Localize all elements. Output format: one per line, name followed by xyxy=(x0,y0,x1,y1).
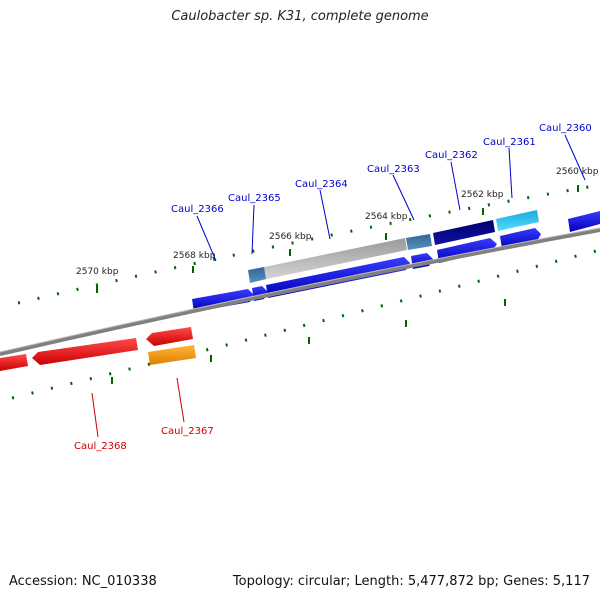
category-steel-bar-left xyxy=(248,267,266,283)
category-gray-bar xyxy=(250,238,407,282)
genome-backbone xyxy=(0,228,600,356)
label-leaders-reverse xyxy=(91,377,185,438)
scale-label-2564: 2564 kbp xyxy=(365,212,408,222)
topology-label: Topology: circular; Length: 5,477,872 bp… xyxy=(232,574,590,589)
gene-label-caul-2363[interactable]: Caul_2363 xyxy=(367,164,420,175)
gene-label-caul-2362[interactable]: Caul_2362 xyxy=(425,150,478,161)
gene-label-caul-2360[interactable]: Caul_2360 xyxy=(539,123,592,134)
genome-backbone-highlight xyxy=(0,227,600,353)
outer-major-ticks xyxy=(96,185,579,293)
accession-label: Accession: NC_010338 xyxy=(9,574,157,589)
category-navy-bar xyxy=(433,220,495,245)
inner-tick-ring xyxy=(11,248,600,400)
inner-major-ticks xyxy=(111,299,506,384)
scale-label-2568: 2568 kbp xyxy=(173,251,216,261)
gene-arrow-caul-2368-tail[interactable] xyxy=(0,354,28,371)
scale-label-2566: 2566 kbp xyxy=(269,232,312,242)
gene-arrow-caul-2368[interactable] xyxy=(32,338,138,365)
gene-arrow-caul-2367-red[interactable] xyxy=(146,327,193,346)
scale-label-2570: 2570 kbp xyxy=(76,267,119,277)
gene-label-caul-2366[interactable]: Caul_2366 xyxy=(171,204,224,215)
label-leaders-forward xyxy=(196,134,586,262)
gene-label-caul-2364[interactable]: Caul_2364 xyxy=(295,179,348,190)
scale-label-2562: 2562 kbp xyxy=(461,190,504,200)
genome-title: Caulobacter sp. K31, complete genome xyxy=(171,9,429,24)
category-cyan-bar xyxy=(496,210,539,231)
gene-arrow-caul-2361[interactable] xyxy=(500,228,541,249)
category-track xyxy=(248,210,539,283)
reverse-strand-genes xyxy=(0,327,196,371)
gene-label-caul-2365[interactable]: Caul_2365 xyxy=(228,193,281,204)
gene-label-caul-2361[interactable]: Caul_2361 xyxy=(483,137,536,148)
gene-arrow-caul-2360[interactable] xyxy=(568,211,600,232)
gene-label-caul-2368[interactable]: Caul_2368 xyxy=(74,441,127,452)
gene-arrow-caul-2367-orange[interactable] xyxy=(148,345,196,365)
category-steel-bar xyxy=(406,234,432,250)
scale-label-2560: 2560 kbp xyxy=(556,167,599,177)
gene-label-caul-2367[interactable]: Caul_2367 xyxy=(161,426,214,437)
